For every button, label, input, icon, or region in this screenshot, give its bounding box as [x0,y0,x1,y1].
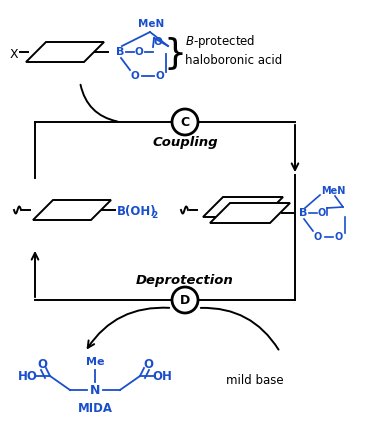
Polygon shape [210,203,290,223]
Text: C: C [181,116,189,129]
Text: Me: Me [86,357,104,367]
Text: Deprotection: Deprotection [136,273,234,286]
Text: MIDA: MIDA [77,402,112,415]
Text: O: O [143,358,153,371]
Text: Coupling: Coupling [152,136,218,149]
Text: O: O [335,232,343,242]
Text: B: B [116,47,124,57]
Text: B(OH): B(OH) [117,204,157,218]
Text: B: B [299,208,307,218]
Polygon shape [203,197,283,217]
Text: mild base: mild base [226,374,284,386]
Text: HO: HO [18,369,38,382]
Text: O: O [37,358,47,371]
Text: O: O [314,232,322,242]
Text: N: N [90,384,100,396]
Text: O: O [156,71,164,81]
Text: O: O [154,37,162,47]
Text: O: O [318,208,326,218]
Text: MeN: MeN [321,186,345,196]
Text: MeN: MeN [138,19,164,29]
Text: $\it{B}$-protected: $\it{B}$-protected [185,34,255,51]
Text: haloboronic acid: haloboronic acid [185,54,282,67]
Polygon shape [26,42,104,62]
Polygon shape [33,200,111,220]
Text: OH: OH [152,369,172,382]
Text: O: O [135,47,144,57]
Text: 2: 2 [151,211,157,219]
Text: }: } [164,37,186,71]
Text: O: O [131,71,139,81]
Text: X: X [10,48,18,61]
Text: D: D [180,293,190,307]
